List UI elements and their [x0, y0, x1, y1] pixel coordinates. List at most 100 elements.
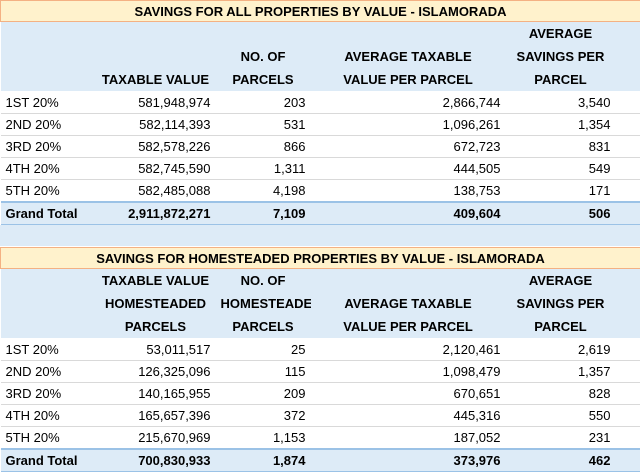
header-line: HOMESTEADED [220, 296, 311, 311]
cell: 138,753 [310, 179, 506, 203]
cell: 215,670,969 [95, 426, 216, 450]
cell: 115 [215, 360, 311, 383]
data-table: SAVINGS FOR ALL PROPERTIES BY VALUE - IS… [0, 0, 640, 225]
header-cell: AVERAGE TAXABLE VALUE PER PARCEL [310, 21, 506, 92]
cell: 1,098,479 [310, 360, 506, 383]
table-title: SAVINGS FOR HOMESTEADED PROPERTIES BY VA… [0, 247, 640, 269]
data-row: 1ST 20% 53,011,517 25 2,120,461 2,619 [0, 338, 640, 361]
cell: 1,357 [505, 360, 616, 383]
header-line: AVERAGE TAXABLE [344, 49, 472, 64]
total-label: Grand Total [0, 448, 96, 472]
header-cell: NO. OF HOMESTEADED PARCELS [215, 268, 311, 339]
header-line: PARCELS [232, 319, 294, 334]
cell: 1,096,261 [310, 113, 506, 136]
cell: 582,114,393 [95, 113, 216, 136]
header-line: VALUE PER PARCEL [343, 72, 473, 87]
header-cell: TAXABLE VALUE HOMESTEADED PARCELS [95, 268, 216, 339]
cell [615, 338, 640, 361]
total-cell: 373,976 [310, 448, 506, 472]
total-cell [615, 448, 640, 472]
header-line: SAVINGS PER [516, 296, 605, 311]
cell: 445,316 [310, 404, 506, 427]
cell: 549 [505, 157, 616, 180]
total-cell: 1,874 [215, 448, 311, 472]
header-line: PARCELS [232, 72, 294, 87]
cell [615, 426, 640, 450]
header-line: TAXABLE VALUE [101, 72, 210, 87]
header-cell: AVERAGE TAXABLE VALUE PER PARCEL [310, 268, 506, 339]
title-row: SAVINGS FOR ALL PROPERTIES BY VALUE - IS… [0, 0, 640, 22]
header-cell [0, 21, 96, 92]
cell [615, 157, 640, 180]
total-cell: 700,830,933 [95, 448, 216, 472]
cell [615, 382, 640, 405]
total-row: Grand Total 700,830,933 1,874 373,976 462 [0, 448, 640, 472]
data-row: 5TH 20% 215,670,969 1,153 187,052 231 [0, 426, 640, 450]
row-label: 3RD 20% [0, 135, 96, 158]
cell: 582,578,226 [95, 135, 216, 158]
header-cell [615, 21, 640, 92]
header-line: HOMESTEADED [104, 296, 207, 311]
header-cell [615, 268, 640, 339]
cell: 581,948,974 [95, 91, 216, 114]
header-cell [0, 268, 96, 339]
header-line: PARCEL [534, 319, 587, 334]
row-label: 4TH 20% [0, 157, 96, 180]
total-cell: 7,109 [215, 201, 311, 225]
header-line: PARCELS [124, 319, 187, 334]
cell: 231 [505, 426, 616, 450]
data-row: 1ST 20% 581,948,974 203 2,866,744 3,540 [0, 91, 640, 114]
total-row: Grand Total 2,911,872,271 7,109 409,604 506 [0, 201, 640, 225]
data-row: 2ND 20% 126,325,096 115 1,098,479 1,357 [0, 360, 640, 383]
total-cell: 409,604 [310, 201, 506, 225]
data-row: 3RD 20% 140,165,955 209 670,651 828 [0, 382, 640, 405]
data-row: 5TH 20% 582,485,088 4,198 138,753 171 [0, 179, 640, 203]
title-row: SAVINGS FOR HOMESTEADED PROPERTIES BY VA… [0, 247, 640, 269]
header-line: NO. OF [240, 273, 286, 288]
cell: 1,153 [215, 426, 311, 450]
cell [615, 91, 640, 114]
data-row: 4TH 20% 582,745,590 1,311 444,505 549 [0, 157, 640, 180]
cell: 582,485,088 [95, 179, 216, 203]
row-label: 5TH 20% [0, 179, 96, 203]
row-label: 3RD 20% [0, 382, 96, 405]
data-row: 3RD 20% 582,578,226 866 672,723 831 [0, 135, 640, 158]
cell: 171 [505, 179, 616, 203]
cell [615, 360, 640, 383]
row-label: 2ND 20% [0, 360, 96, 383]
header-line: AVERAGE TAXABLE [344, 296, 472, 311]
spacer-table [0, 225, 640, 247]
total-label: Grand Total [0, 201, 96, 225]
cell: 4,198 [215, 179, 311, 203]
row-label: 4TH 20% [0, 404, 96, 427]
total-cell [615, 201, 640, 225]
cell: 670,651 [310, 382, 506, 405]
cell: 550 [505, 404, 616, 427]
blank-row [0, 225, 640, 247]
header-line: TAXABLE VALUE [101, 273, 210, 288]
cell: 165,657,396 [95, 404, 216, 427]
total-cell: 506 [505, 201, 616, 225]
header-cell: AVERAGE SAVINGS PER PARCEL [505, 21, 616, 92]
cell: 1,311 [215, 157, 311, 180]
cell: 203 [215, 91, 311, 114]
header-line: AVERAGE [528, 26, 593, 41]
header-line: VALUE PER PARCEL [343, 319, 473, 334]
row-label: 1ST 20% [0, 338, 96, 361]
cell: 2,866,744 [310, 91, 506, 114]
header-line: NO. OF [240, 49, 286, 64]
total-cell: 462 [505, 448, 616, 472]
cell [615, 404, 640, 427]
cell: 372 [215, 404, 311, 427]
data-row: 4TH 20% 165,657,396 372 445,316 550 [0, 404, 640, 427]
cell: 831 [505, 135, 616, 158]
cell: 187,052 [310, 426, 506, 450]
cell: 126,325,096 [95, 360, 216, 383]
row-label: 2ND 20% [0, 113, 96, 136]
header-row: TAXABLE VALUE NO. OF PARCELS AVERAGE TAXABL… [0, 21, 640, 92]
cell: 531 [215, 113, 311, 136]
cell: 140,165,955 [95, 382, 216, 405]
row-label: 5TH 20% [0, 426, 96, 450]
cell [615, 135, 640, 158]
